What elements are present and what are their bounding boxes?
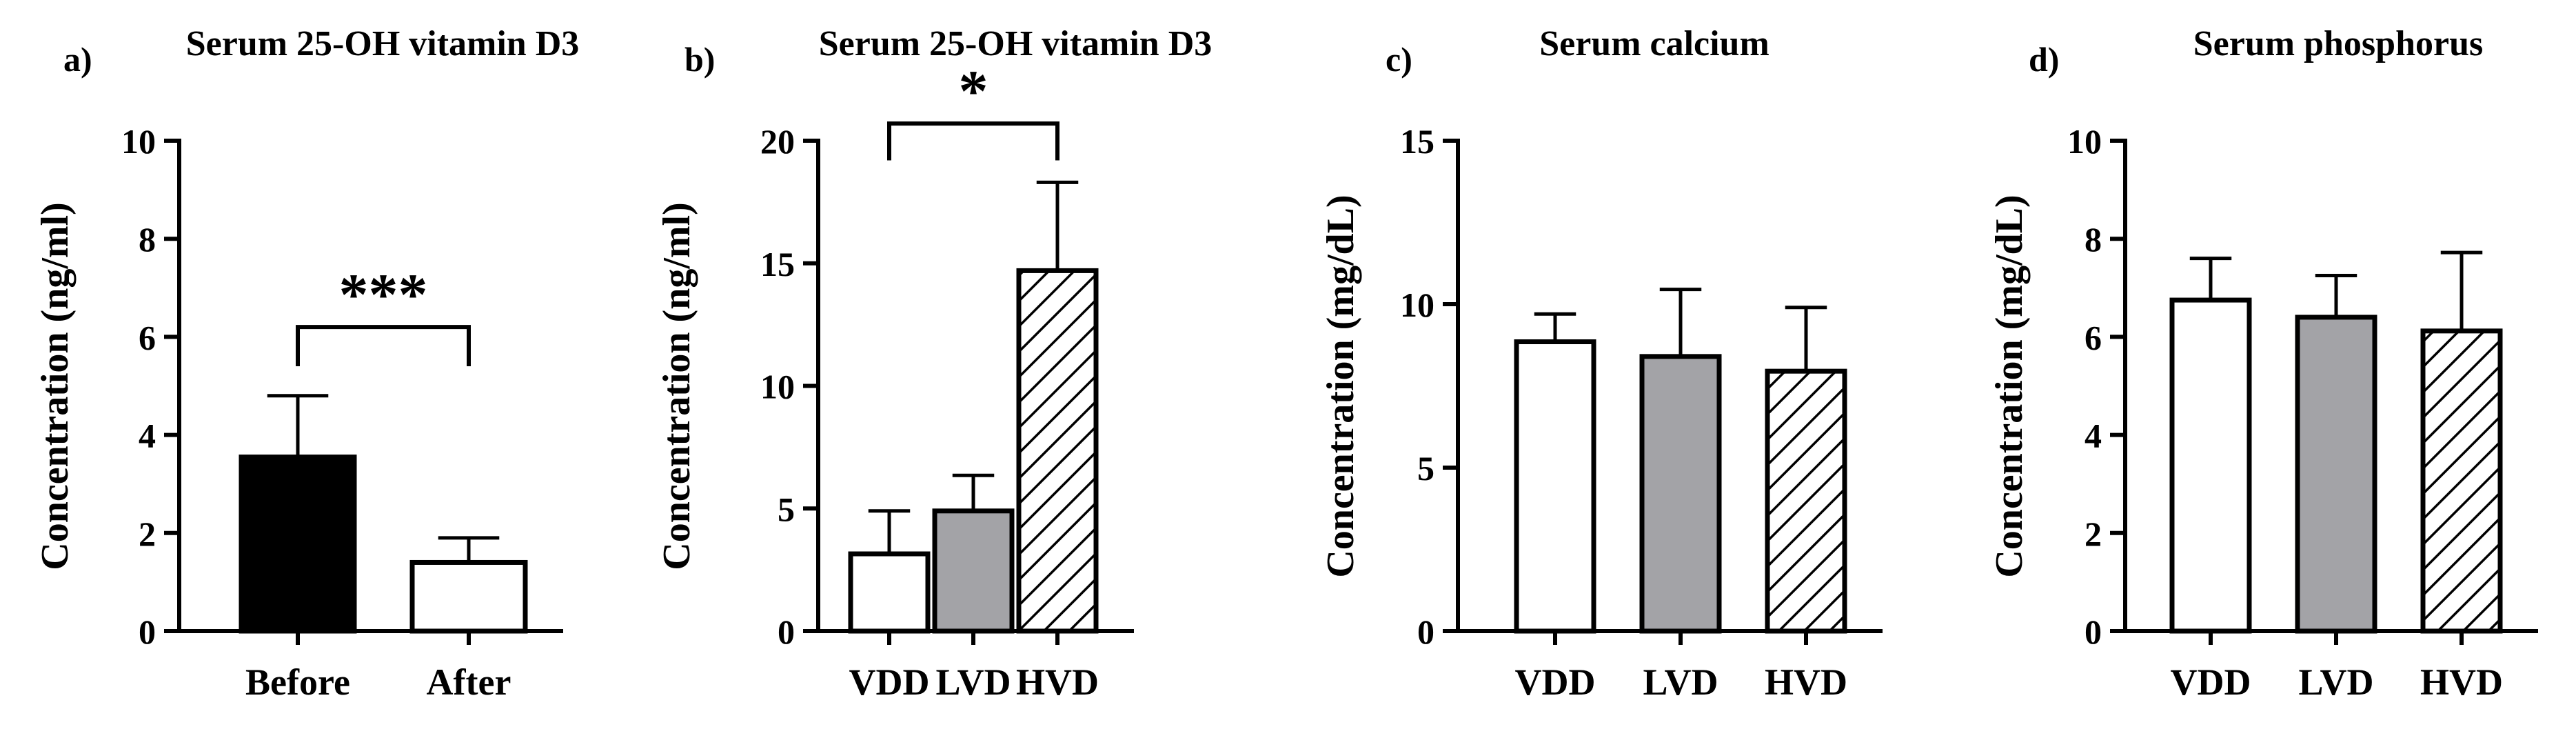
panel-a-y-tick-label: 2	[139, 515, 156, 553]
panel-b-bar-hvd	[1016, 268, 1099, 634]
panel-b-y-tick-label: 0	[778, 612, 795, 651]
panel-a-label: a)	[63, 40, 92, 79]
panel-d-title: Serum phosphorus	[2193, 24, 2483, 63]
panel-b-y-tick-label: 15	[760, 245, 795, 283]
panel-c-plot: 0 5 10 15 VDD LVD HVD	[1400, 122, 1883, 703]
panel-c-category-label: VDD	[1515, 661, 1596, 703]
panel-b: b) Serum 25-OH vitamin D3 Concentration …	[656, 24, 1212, 703]
panel-d-plot: 0 2 4 6 8 10 VDD LVD HVD	[2067, 122, 2538, 703]
panel-c-title: Serum calcium	[1539, 24, 1769, 63]
panel-c: c) Serum calcium Concentration (mg/dL) 0…	[1319, 24, 1883, 703]
panel-c-bar-vdd	[1514, 339, 1596, 634]
panel-a-y-tick-label: 4	[139, 417, 156, 455]
panel-c-category-label: HVD	[1765, 661, 1847, 703]
panel-c-y-tick-label: 5	[1417, 449, 1434, 488]
panel-a-significance-stars: ***	[339, 261, 428, 328]
panel-c-y-tick-label: 15	[1400, 122, 1434, 161]
panel-d-y-tick-label: 4	[2085, 417, 2102, 455]
panel-b-y-tick-label: 5	[778, 490, 795, 528]
panel-d-y-tick-label: 0	[2085, 612, 2102, 651]
panel-b-y-axis-label: Concentration (ng/ml)	[656, 202, 698, 570]
panel-a-significance-bracket	[296, 325, 471, 367]
panel-d-bar-lvd	[2295, 315, 2377, 634]
panel-c-y-axis-label: Concentration (mg/dL)	[1319, 195, 1362, 577]
panel-c-bar-hvd	[1765, 368, 1847, 634]
panel-d-label: d)	[2029, 40, 2059, 79]
panel-a-plot: 0 2 4 6 8 10 Before After ***	[121, 122, 563, 703]
panel-a-category-label: After	[427, 661, 511, 703]
panel-b-category-label: HVD	[1016, 661, 1099, 703]
panel-b-plot: 0 5 10 15 20 VDD LVD HVD *	[760, 58, 1134, 703]
panel-b-category-label: LVD	[935, 661, 1011, 703]
panel-b-label: b)	[684, 40, 715, 79]
panel-d-y-tick-label: 2	[2085, 515, 2102, 553]
panel-a-y-axis-label: Concentration (ng/ml)	[34, 202, 77, 570]
panel-d-y-axis-label: Concentration (mg/dL)	[1988, 195, 2031, 577]
panel-c-category-label: LVD	[1643, 661, 1718, 703]
panel-a-y-tick-label: 10	[121, 122, 156, 161]
panel-a-bar-before	[239, 455, 357, 634]
panel-d: d) Serum phosphorus Concentration (mg/dL…	[1988, 24, 2538, 703]
panel-a: a) Serum 25-OH vitamin D3 Concentration …	[34, 24, 579, 703]
panel-d-y-tick-label: 6	[2085, 318, 2102, 357]
panel-b-y-tick-label: 20	[760, 122, 795, 161]
panel-d-category-label: VDD	[2171, 661, 2251, 703]
panel-b-bar-lvd	[932, 508, 1015, 634]
panel-a-y-tick-label: 8	[139, 220, 156, 259]
panel-d-bar-vdd	[2169, 297, 2252, 634]
panel-c-y-tick-label: 0	[1417, 612, 1434, 651]
panel-c-y-tick-label: 10	[1400, 286, 1434, 324]
panel-b-y-tick-label: 10	[760, 368, 795, 406]
panel-b-bar-vdd	[848, 551, 931, 634]
panel-b-significance-stars: *	[959, 58, 988, 124]
panel-a-bar-after	[409, 559, 528, 634]
panel-b-category-label: VDD	[849, 661, 930, 703]
panel-a-y-tick-label: 6	[139, 318, 156, 357]
panel-b-significance-bracket	[887, 121, 1059, 161]
panel-d-category-label: HVD	[2420, 661, 2503, 703]
panel-d-category-label: LVD	[2298, 661, 2373, 703]
panel-d-y-tick-label: 10	[2067, 122, 2102, 161]
panel-a-category-label: Before	[245, 661, 350, 703]
panel-c-label: c)	[1386, 40, 1412, 79]
panel-c-bar-lvd	[1639, 354, 1722, 634]
panel-b-title: Serum 25-OH vitamin D3	[819, 24, 1213, 63]
panel-d-y-tick-label: 8	[2085, 220, 2102, 259]
panel-a-y-tick-label: 0	[139, 612, 156, 651]
panel-a-title: Serum 25-OH vitamin D3	[186, 24, 580, 63]
panel-d-bar-hvd	[2420, 328, 2503, 634]
